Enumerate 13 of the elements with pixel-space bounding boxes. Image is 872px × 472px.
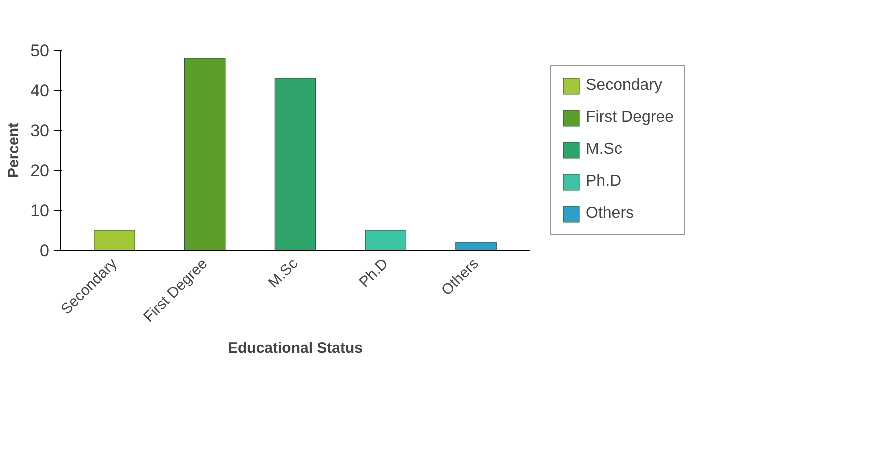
y-tick-label: 30 [30,122,50,140]
y-tick-label: 20 [30,162,50,180]
x-axis-title: Educational Status [228,340,364,357]
y-tick-label: 50 [30,42,50,60]
y-tick-label: 40 [30,82,50,100]
y-tick-label: 10 [30,202,50,220]
y-tick-label: 0 [40,242,50,260]
y-axis-title: Percent [6,122,23,178]
legend-label: Ph.D [586,173,622,191]
legend-label: Others [586,205,634,223]
legend-label: Secondary [586,77,662,95]
legend-label: M.Sc [586,141,622,159]
legend-label: First Degree [586,109,674,127]
